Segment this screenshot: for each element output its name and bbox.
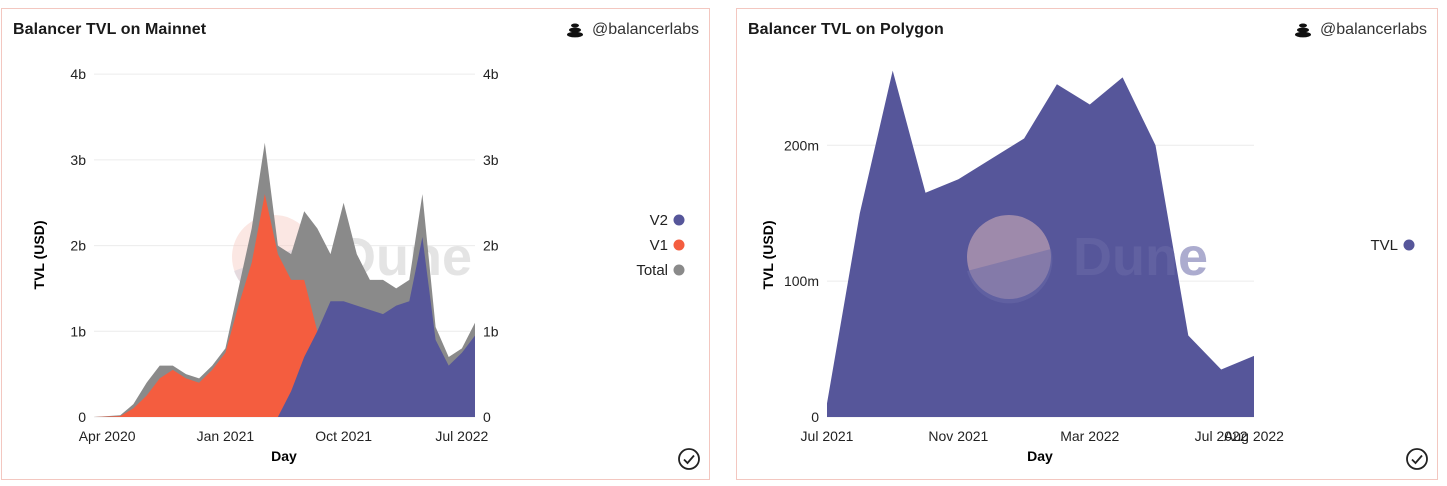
brand-label: @balancerlabs: [592, 21, 699, 38]
dune-watermark: Dune: [967, 215, 1208, 304]
series-areas: [94, 142, 475, 417]
series-area-v1: [94, 194, 475, 417]
legend: V2 V1 Total: [636, 212, 685, 279]
polygon-chart-card: Balancer TVL on Polygon @balancerlabs Du…: [736, 8, 1438, 480]
x-tick-label: Nov 2021: [928, 428, 988, 444]
check-circle-icon[interactable]: [1405, 447, 1429, 471]
x-tick-label: Jan 2021: [197, 428, 255, 444]
series-areas: [827, 70, 1254, 417]
x-tick-label: Mar 2022: [1060, 428, 1119, 444]
x-axis-title: Day: [1027, 448, 1053, 464]
brand-label: @balancerlabs: [1320, 21, 1427, 38]
legend-marker: [673, 264, 685, 276]
y-tick-label: 1b: [70, 323, 86, 339]
series-area-tvl: [827, 70, 1254, 417]
x-tick-label: Aug 2022: [1224, 428, 1284, 444]
y-tick-label-right: 3b: [483, 152, 499, 168]
balancer-logo-icon: [1295, 23, 1312, 38]
legend-label: V2: [650, 212, 668, 229]
y-tick-label-right: 0: [483, 409, 491, 425]
x-axis-title: Day: [271, 448, 297, 464]
y-axis-left: 0 1b 2b 3b 4b: [70, 66, 86, 425]
y-tick-label: 2b: [70, 238, 86, 254]
chart-title: Balancer TVL on Mainnet: [13, 21, 207, 38]
y-axis-right: 0 1b 2b 3b 4b: [483, 66, 499, 425]
legend-marker: [1403, 239, 1415, 251]
brand-handle[interactable]: @balancerlabs: [1294, 21, 1427, 39]
legend-label: Total: [636, 262, 668, 279]
x-tick-label: Jul 2021: [801, 428, 854, 444]
legend: TVL: [1370, 237, 1415, 254]
watermark-text: Dune: [1073, 227, 1208, 287]
balancer-logo-icon: [567, 23, 584, 38]
x-tick-label: Oct 2021: [315, 428, 372, 444]
y-tick-label: 4b: [70, 66, 86, 82]
y-axis-left: 0 100m 200m: [784, 137, 819, 425]
brand-handle[interactable]: @balancerlabs: [566, 21, 699, 39]
legend-marker: [673, 214, 685, 226]
y-tick-label: 0: [78, 409, 86, 425]
y-axis-title: TVL (USD): [760, 221, 776, 290]
y-tick-label: 200m: [784, 137, 819, 153]
chart-title: Balancer TVL on Polygon: [748, 21, 944, 38]
x-tick-label: Jul 2022: [435, 428, 488, 444]
y-tick-label-right: 1b: [483, 323, 499, 339]
x-tick-label: Apr 2020: [79, 428, 136, 444]
y-tick-label: 0: [811, 409, 819, 425]
check-circle-icon[interactable]: [677, 447, 701, 471]
legend-marker: [673, 239, 685, 251]
y-tick-label: 100m: [784, 273, 819, 289]
y-tick-label: 3b: [70, 152, 86, 168]
x-tick-label: Jul 2022: [1195, 428, 1248, 444]
y-axis-title: TVL (USD): [31, 221, 47, 290]
mainnet-chart-card: Balancer TVL on Mainnet @balancerlabs Du…: [1, 8, 710, 480]
series-area-v2: [94, 237, 475, 417]
legend-label: TVL: [1370, 237, 1398, 254]
y-tick-label-right: 2b: [483, 238, 499, 254]
x-axis: Apr 2020 Jan 2021 Oct 2021 Jul 2022: [79, 428, 489, 444]
legend-label: V1: [650, 237, 668, 254]
y-tick-label-right: 4b: [483, 66, 499, 82]
